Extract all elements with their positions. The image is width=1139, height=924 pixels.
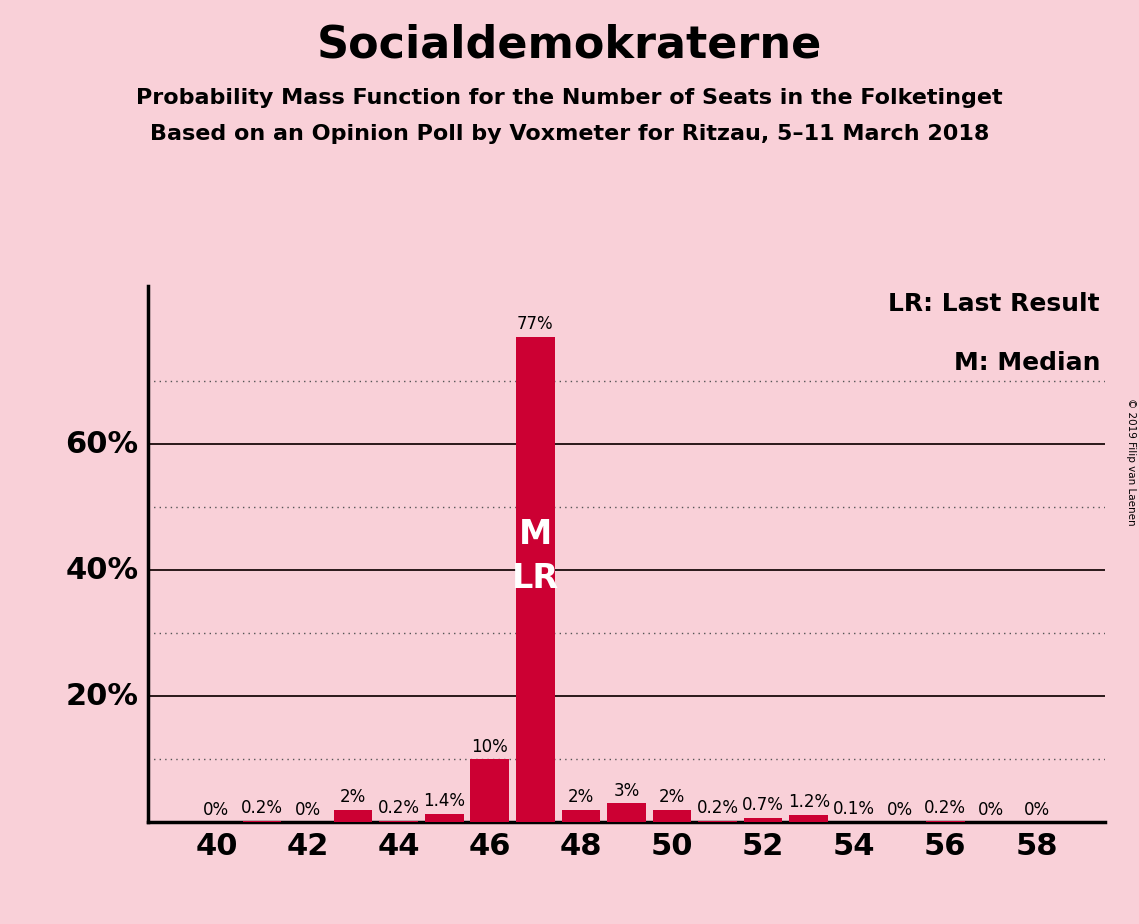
Bar xyxy=(607,804,646,822)
Text: 3%: 3% xyxy=(613,782,640,799)
Bar xyxy=(470,760,509,822)
Text: © 2019 Filip van Laenen: © 2019 Filip van Laenen xyxy=(1126,398,1136,526)
Text: 60%: 60% xyxy=(65,430,139,458)
Text: 0%: 0% xyxy=(295,800,320,819)
Bar xyxy=(425,813,464,822)
Text: 0.1%: 0.1% xyxy=(834,800,875,818)
Bar xyxy=(334,809,372,822)
Bar xyxy=(562,809,600,822)
Text: 0.7%: 0.7% xyxy=(743,796,784,814)
Text: 0%: 0% xyxy=(204,800,229,819)
Text: Probability Mass Function for the Number of Seats in the Folketinget: Probability Mass Function for the Number… xyxy=(137,88,1002,108)
Text: 0.2%: 0.2% xyxy=(241,799,282,818)
Text: Based on an Opinion Poll by Voxmeter for Ritzau, 5–11 March 2018: Based on an Opinion Poll by Voxmeter for… xyxy=(150,124,989,144)
Text: 2%: 2% xyxy=(567,788,595,806)
Text: M: Median: M: Median xyxy=(953,351,1100,375)
Text: 0%: 0% xyxy=(1024,800,1049,819)
Text: 1.2%: 1.2% xyxy=(788,793,829,811)
Text: 0%: 0% xyxy=(978,800,1003,819)
Text: 77%: 77% xyxy=(517,315,554,333)
Text: 20%: 20% xyxy=(66,682,139,711)
Text: M: M xyxy=(518,518,552,552)
Bar xyxy=(653,809,691,822)
Text: 0%: 0% xyxy=(887,800,912,819)
Text: 2%: 2% xyxy=(658,788,686,806)
Text: 0.2%: 0.2% xyxy=(697,799,738,818)
Bar xyxy=(789,815,828,822)
Text: 0.2%: 0.2% xyxy=(378,799,419,818)
Text: Socialdemokraterne: Socialdemokraterne xyxy=(317,23,822,67)
Bar xyxy=(243,821,281,822)
Bar xyxy=(926,821,965,822)
Text: 2%: 2% xyxy=(339,788,367,806)
Text: 10%: 10% xyxy=(472,737,508,756)
Text: LR: Last Result: LR: Last Result xyxy=(888,292,1100,316)
Text: 1.4%: 1.4% xyxy=(424,792,465,809)
Bar xyxy=(744,818,782,822)
Bar xyxy=(698,821,737,822)
Bar xyxy=(516,337,555,822)
Bar xyxy=(379,821,418,822)
Text: 0.2%: 0.2% xyxy=(925,799,966,818)
Text: LR: LR xyxy=(511,563,559,595)
Text: 40%: 40% xyxy=(65,555,139,585)
